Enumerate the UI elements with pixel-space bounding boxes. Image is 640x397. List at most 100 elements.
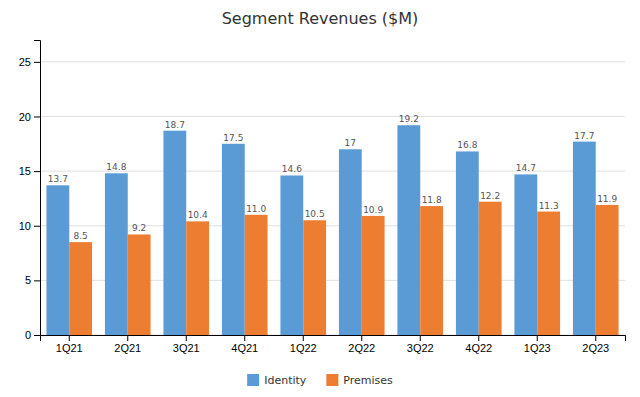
- x-tick-label: 1Q22: [290, 342, 317, 354]
- x-tick-mark: [127, 335, 128, 341]
- title: Segment Revenues ($M): [222, 9, 419, 28]
- plot: 1Q212Q213Q214Q211Q222Q223Q224Q221Q232Q23…: [19, 41, 626, 354]
- x-tick: 3Q21: [173, 335, 200, 354]
- x-tick-label: 4Q22: [465, 342, 492, 354]
- x-tick-mark: [537, 335, 538, 341]
- y-axis-line: [34, 41, 41, 336]
- x-axis-line: [41, 336, 626, 342]
- x-tick-mark: [244, 335, 245, 341]
- data-label: 10.9: [363, 205, 383, 215]
- bar: [128, 234, 151, 335]
- x-tick-mark: [478, 335, 479, 341]
- bar: [245, 215, 268, 335]
- bar: [69, 242, 92, 335]
- y-tick: 25: [19, 56, 40, 68]
- x-tick-mark: [186, 335, 187, 341]
- legend-label: Identity: [264, 374, 307, 387]
- bar: [573, 142, 596, 335]
- bar: [163, 131, 186, 335]
- x-tick: 1Q21: [56, 335, 83, 354]
- x-tick: 4Q22: [465, 335, 492, 354]
- data-label: 8.5: [73, 231, 87, 241]
- bars: [46, 125, 618, 335]
- data-label: 18.7: [165, 120, 185, 130]
- y-tick-label: 15: [19, 165, 31, 177]
- x-tick-mark: [420, 335, 421, 341]
- data-label: 9.2: [132, 223, 146, 233]
- data-label: 10.4: [188, 210, 208, 220]
- grid-line: [40, 116, 625, 117]
- x-tick-label: 2Q23: [582, 342, 609, 354]
- y-axis: 0 5 10 15 20 25: [19, 41, 41, 342]
- bar: [362, 216, 385, 335]
- y-tick-mark: [34, 62, 40, 63]
- legend-item: Premises: [326, 374, 393, 387]
- y-tick-mark: [34, 171, 40, 172]
- legend: Identity Premises: [247, 374, 393, 387]
- y-tick: 10: [19, 220, 40, 232]
- y-tick-mark: [34, 335, 40, 336]
- bar: [105, 173, 128, 335]
- bar: [537, 212, 560, 335]
- x-tick-mark: [303, 335, 304, 341]
- legend-swatch: [247, 374, 259, 386]
- x-tick: 2Q23: [582, 335, 609, 354]
- bar: [303, 220, 326, 335]
- data-label: 11.0: [246, 204, 266, 214]
- y-tick-label: 5: [25, 274, 31, 286]
- data-label: 14.8: [106, 162, 126, 172]
- y-tick: 0: [25, 329, 40, 341]
- legend-label: Premises: [343, 374, 393, 387]
- x-tick: 3Q22: [407, 335, 434, 354]
- bar: [339, 149, 362, 335]
- legend-swatch: [326, 374, 338, 386]
- y-tick-label: 10: [19, 220, 31, 232]
- bar: [514, 174, 537, 335]
- y-tick-label: 0: [25, 329, 31, 341]
- y-tick-label: 25: [19, 56, 31, 68]
- bar: [479, 202, 502, 335]
- data-label: 17.7: [574, 131, 594, 141]
- data-label: 12.2: [480, 191, 500, 201]
- bar: [420, 206, 443, 335]
- y-tick-label: 20: [19, 111, 31, 123]
- x-tick-mark: [69, 335, 70, 341]
- bar: [596, 205, 619, 335]
- y-tick: 15: [19, 165, 40, 177]
- data-label: 19.2: [399, 114, 419, 124]
- data-label: 14.6: [282, 164, 302, 174]
- y-tick: 5: [25, 274, 40, 286]
- bar: [397, 125, 420, 335]
- bar: [456, 151, 479, 335]
- x-tick: 2Q22: [348, 335, 375, 354]
- data-label: 11.3: [539, 201, 559, 211]
- y-tick: 20: [19, 111, 40, 123]
- data-label: 14.7: [516, 163, 536, 173]
- data-labels: 13.714.818.717.514.61719.216.814.717.78.…: [48, 114, 618, 241]
- data-label: 17: [345, 138, 356, 148]
- x-tick-label: 1Q21: [56, 342, 83, 354]
- y-tick-mark: [34, 226, 40, 227]
- data-label: 13.7: [48, 174, 68, 184]
- x-tick: 2Q21: [114, 335, 141, 354]
- grid-line: [40, 61, 625, 62]
- grid: [40, 62, 625, 335]
- data-label: 10.5: [305, 209, 325, 219]
- y-tick-mark: [34, 280, 40, 281]
- bar: [280, 175, 303, 335]
- data-label: 17.5: [223, 133, 243, 143]
- x-tick-label: 2Q21: [114, 342, 141, 354]
- grid-line: [40, 171, 625, 172]
- x-tick: 1Q22: [290, 335, 317, 354]
- x-axis: 1Q212Q213Q214Q211Q222Q223Q224Q221Q232Q23: [41, 335, 626, 354]
- bar: [222, 144, 245, 335]
- bar: [186, 221, 209, 335]
- legend-item: Identity: [247, 374, 307, 387]
- x-tick-label: 2Q22: [348, 342, 375, 354]
- x-tick-label: 1Q23: [524, 342, 551, 354]
- x-tick-label: 3Q22: [407, 342, 434, 354]
- x-tick-mark: [595, 335, 596, 341]
- x-tick: 1Q23: [524, 335, 551, 354]
- x-tick-mark: [361, 335, 362, 341]
- y-tick-mark: [34, 116, 40, 117]
